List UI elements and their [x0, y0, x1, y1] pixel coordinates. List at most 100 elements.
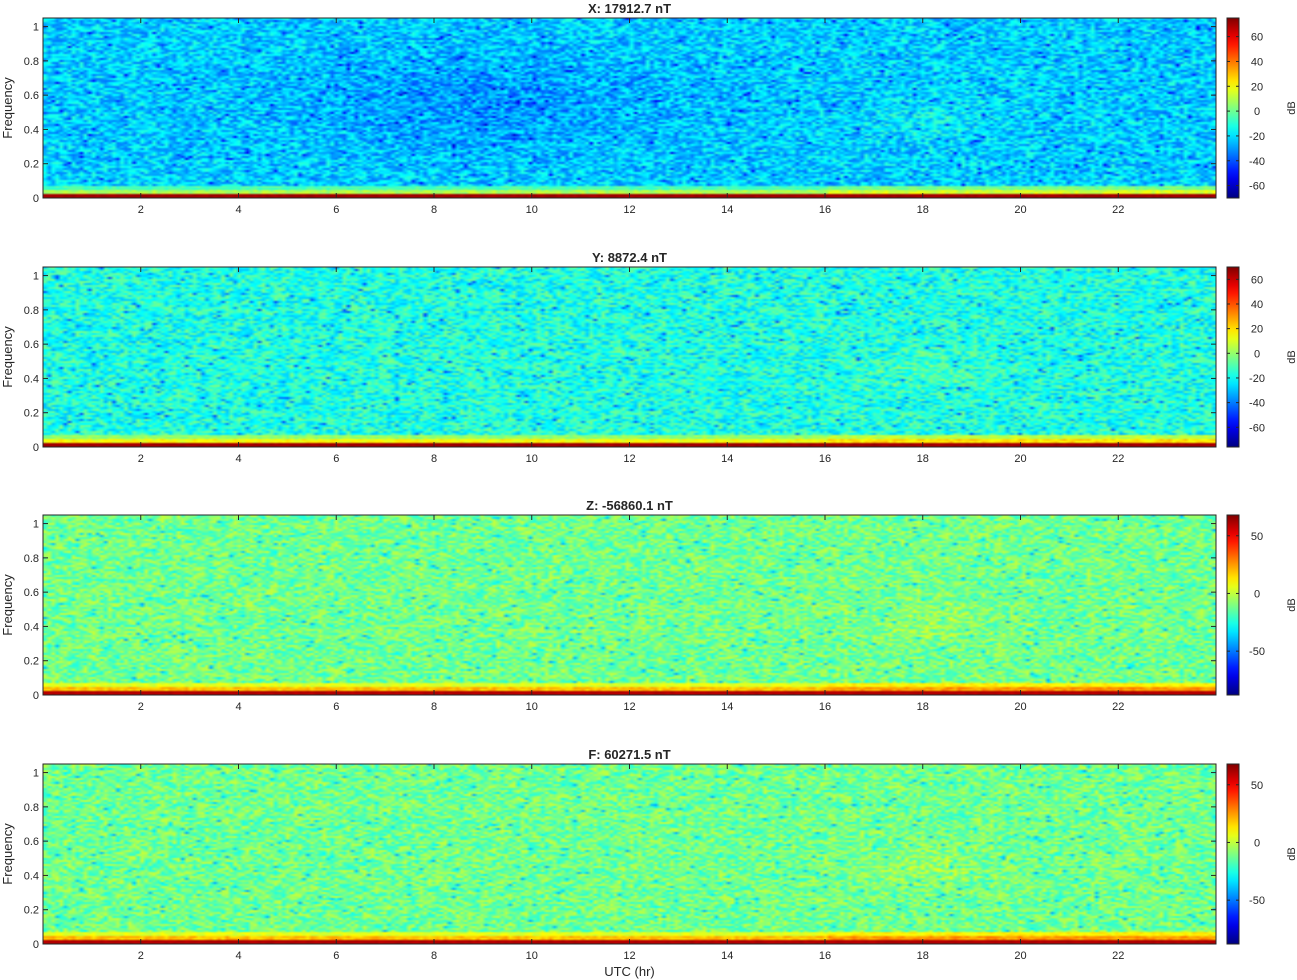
x-tick-label: 2	[138, 950, 144, 962]
colorbar-tick-label: 50	[1251, 780, 1263, 792]
x-tick-label: 6	[333, 453, 339, 465]
colorbar-tick-label: 40	[1251, 299, 1263, 311]
x-tick-label: 8	[431, 453, 437, 465]
y-tick-label: 0.8	[24, 305, 39, 317]
y-axis-label: Frequency	[0, 326, 15, 388]
y-axis-label: Frequency	[0, 823, 15, 885]
x-tick-label: 18	[917, 453, 929, 465]
x-tick-label: 10	[526, 701, 538, 713]
x-tick-label: 18	[917, 204, 929, 216]
y-tick-label: 0.8	[24, 553, 39, 565]
colorbar-tick-label: -20	[1249, 131, 1265, 143]
y-tick-label: 0.8	[24, 802, 39, 814]
x-tick-label: 10	[526, 950, 538, 962]
panel-title: F: 60271.5 nT	[588, 747, 670, 762]
x-tick-label: 10	[526, 453, 538, 465]
colorbar-tick-label: -50	[1249, 895, 1265, 907]
x-tick-label: 6	[333, 701, 339, 713]
y-axis-label: Frequency	[0, 574, 15, 636]
x-tick-label: 16	[819, 950, 831, 962]
x-tick-label: 20	[1014, 701, 1026, 713]
colorbar-tick-label: 0	[1254, 837, 1260, 849]
colorbar-tick-label: 60	[1251, 32, 1263, 44]
x-tick-label: 22	[1112, 204, 1124, 216]
x-tick-label: 10	[526, 204, 538, 216]
colorbar-tick-label: 20	[1251, 324, 1263, 336]
colorbar-tick-label: 0	[1254, 588, 1260, 600]
x-tick-label: 2	[138, 453, 144, 465]
panel-title: Z: -56860.1 nT	[586, 498, 673, 513]
x-tick-label: 12	[623, 204, 635, 216]
y-tick-label: 1	[33, 768, 39, 780]
x-tick-label: 20	[1014, 950, 1026, 962]
y-tick-label: 0.2	[24, 656, 39, 668]
colorbar-tick-label: 40	[1251, 56, 1263, 68]
x-tick-label: 16	[819, 453, 831, 465]
colorbar-tick-label: -50	[1249, 646, 1265, 658]
colorbar-tick-label: 20	[1251, 81, 1263, 93]
y-tick-label: 1	[33, 519, 39, 531]
colorbar-label: dB	[1286, 847, 1297, 860]
x-tick-label: 2	[138, 204, 144, 216]
y-tick-label: 0.4	[24, 124, 39, 136]
x-tick-label: 20	[1014, 453, 1026, 465]
y-tick-label: 0.2	[24, 159, 39, 171]
colorbar	[1226, 763, 1240, 945]
colorbar-tick-label: 60	[1251, 274, 1263, 286]
colorbar-tick-label: -40	[1249, 398, 1265, 410]
y-tick-label: 0.2	[24, 905, 39, 917]
x-tick-label: 14	[721, 950, 733, 962]
colorbar-tick-label: -60	[1249, 422, 1265, 434]
y-tick-label: 0.8	[24, 56, 39, 68]
x-tick-label: 12	[623, 453, 635, 465]
x-tick-label: 20	[1014, 204, 1026, 216]
x-tick-label: 18	[917, 950, 929, 962]
colorbar	[1226, 514, 1240, 696]
x-tick-label: 14	[721, 453, 733, 465]
x-tick-label: 12	[623, 701, 635, 713]
x-tick-label: 12	[623, 950, 635, 962]
y-tick-label: 0.4	[24, 870, 39, 882]
spectrogram-image	[43, 764, 1216, 944]
x-axis-label: UTC (hr)	[604, 964, 655, 979]
x-tick-label: 22	[1112, 950, 1124, 962]
x-tick-label: 4	[235, 950, 241, 962]
colorbar-tick-label: -20	[1249, 373, 1265, 385]
colorbar	[1226, 17, 1240, 199]
y-tick-label: 0	[33, 193, 39, 205]
x-tick-label: 8	[431, 204, 437, 216]
x-tick-label: 14	[721, 204, 733, 216]
colorbar-tick-label: 50	[1251, 531, 1263, 543]
y-tick-label: 0.6	[24, 339, 39, 351]
x-tick-label: 8	[431, 701, 437, 713]
y-tick-label: 1	[33, 271, 39, 283]
colorbar-label: dB	[1286, 101, 1297, 114]
y-axis-label: Frequency	[0, 77, 15, 139]
y-tick-label: 0.6	[24, 587, 39, 599]
x-tick-label: 6	[333, 204, 339, 216]
colorbar-tick-label: -40	[1249, 156, 1265, 168]
x-tick-label: 18	[917, 701, 929, 713]
y-tick-label: 0.4	[24, 373, 39, 385]
colorbar-label: dB	[1286, 350, 1297, 363]
x-tick-label: 4	[235, 204, 241, 216]
x-tick-label: 22	[1112, 701, 1124, 713]
colorbar-tick-label: -60	[1249, 181, 1265, 193]
x-tick-label: 2	[138, 701, 144, 713]
y-tick-label: 0.2	[24, 408, 39, 420]
colorbar-label: dB	[1286, 598, 1297, 611]
spectrogram-image	[43, 267, 1216, 447]
x-tick-label: 22	[1112, 453, 1124, 465]
spectrogram-image	[43, 18, 1216, 198]
x-tick-label: 4	[235, 453, 241, 465]
x-tick-label: 16	[819, 204, 831, 216]
y-tick-label: 1	[33, 22, 39, 34]
x-tick-label: 8	[431, 950, 437, 962]
colorbar-tick-label: 0	[1254, 106, 1260, 118]
x-tick-label: 16	[819, 701, 831, 713]
x-tick-label: 6	[333, 950, 339, 962]
